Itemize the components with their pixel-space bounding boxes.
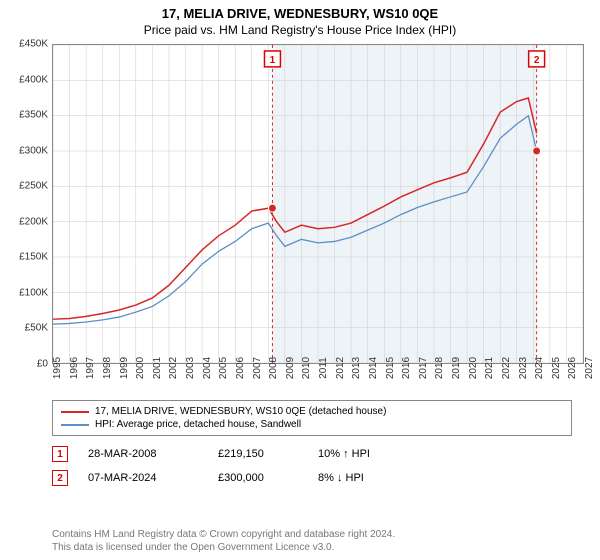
y-tick-label: £100K <box>19 287 48 298</box>
svg-text:2: 2 <box>534 55 540 66</box>
x-tick-label: 2003 <box>185 357 196 379</box>
x-tick-label: 2023 <box>518 357 529 379</box>
y-tick-label: £300K <box>19 145 48 156</box>
x-tick-label: 1999 <box>119 357 130 379</box>
legend-item: 17, MELIA DRIVE, WEDNESBURY, WS10 0QE (d… <box>61 405 563 418</box>
y-tick-label: £0 <box>37 359 48 370</box>
legend-label: HPI: Average price, detached house, Sand… <box>95 419 301 430</box>
x-tick-label: 2012 <box>335 357 346 379</box>
x-tick-label: 1996 <box>69 357 80 379</box>
x-tick-label: 2014 <box>368 357 379 379</box>
x-tick-label: 2018 <box>434 357 445 379</box>
marker-delta: 10% ↑ HPI <box>318 448 418 460</box>
plot-area: 12 <box>52 44 584 364</box>
x-tick-label: 2011 <box>318 357 329 379</box>
x-tick-label: 2002 <box>168 357 179 379</box>
marker-row: 2 07-MAR-2024 £300,000 8% ↓ HPI <box>52 466 572 490</box>
y-tick-label: £200K <box>19 216 48 227</box>
x-tick-label: 2019 <box>451 357 462 379</box>
x-tick-label: 2008 <box>268 357 279 379</box>
x-tick-label: 2021 <box>484 357 495 379</box>
legend-label: 17, MELIA DRIVE, WEDNESBURY, WS10 0QE (d… <box>95 406 386 417</box>
legend-swatch <box>61 411 89 413</box>
x-tick-label: 2010 <box>301 357 312 379</box>
x-tick-label: 2013 <box>351 357 362 379</box>
marker-date: 28-MAR-2008 <box>88 448 198 460</box>
footer-line-1: Contains HM Land Registry data © Crown c… <box>52 528 572 541</box>
marker-row: 1 28-MAR-2008 £219,150 10% ↑ HPI <box>52 442 572 466</box>
y-tick-label: £150K <box>19 252 48 263</box>
marker-price: £300,000 <box>218 472 298 484</box>
legend-item: HPI: Average price, detached house, Sand… <box>61 418 563 431</box>
x-tick-label: 2004 <box>202 357 213 379</box>
x-tick-label: 2009 <box>285 357 296 379</box>
x-tick-label: 2027 <box>584 357 595 379</box>
marker-date: 07-MAR-2024 <box>88 472 198 484</box>
x-tick-label: 2007 <box>252 357 263 379</box>
x-tick-label: 2015 <box>385 357 396 379</box>
marker-badge: 1 <box>52 446 68 462</box>
x-tick-label: 2025 <box>551 357 562 379</box>
marker-badge: 2 <box>52 470 68 486</box>
footer-line-2: This data is licensed under the Open Gov… <box>52 541 572 554</box>
markers-table: 1 28-MAR-2008 £219,150 10% ↑ HPI 2 07-MAR-202… <box>52 442 572 490</box>
x-axis: 1995199619971998199920002001200220032004… <box>52 364 584 394</box>
svg-text:1: 1 <box>270 55 276 66</box>
x-tick-label: 2024 <box>534 357 545 379</box>
x-tick-label: 2017 <box>418 357 429 379</box>
legend: 17, MELIA DRIVE, WEDNESBURY, WS10 0QE (d… <box>52 400 572 436</box>
x-tick-label: 1995 <box>52 357 63 379</box>
footer: Contains HM Land Registry data © Crown c… <box>52 528 572 554</box>
page-title: 17, MELIA DRIVE, WEDNESBURY, WS10 0QE <box>0 0 600 21</box>
y-tick-label: £400K <box>19 74 48 85</box>
chart-svg: 12 <box>53 45 583 363</box>
y-axis: £0£50K£100K£150K£200K£250K£300K£350K£400… <box>8 44 52 364</box>
x-tick-label: 2016 <box>401 357 412 379</box>
page-subtitle: Price paid vs. HM Land Registry's House … <box>0 21 600 41</box>
y-tick-label: £250K <box>19 181 48 192</box>
x-tick-label: 1997 <box>85 357 96 379</box>
marker-delta: 8% ↓ HPI <box>318 472 418 484</box>
x-tick-label: 2000 <box>135 357 146 379</box>
y-tick-label: £450K <box>19 39 48 50</box>
x-tick-label: 2005 <box>218 357 229 379</box>
x-tick-label: 2026 <box>567 357 578 379</box>
x-tick-label: 2006 <box>235 357 246 379</box>
marker-price: £219,150 <box>218 448 298 460</box>
y-tick-label: £350K <box>19 110 48 121</box>
x-tick-label: 2020 <box>468 357 479 379</box>
legend-swatch <box>61 424 89 426</box>
x-tick-label: 2022 <box>501 357 512 379</box>
chart-container: £0 £50K £100K £150K £200K £250K £300K £350K £400… <box>8 44 592 394</box>
x-tick-label: 1998 <box>102 357 113 379</box>
y-tick-label: £50K <box>25 323 48 334</box>
x-tick-label: 2001 <box>152 357 163 379</box>
